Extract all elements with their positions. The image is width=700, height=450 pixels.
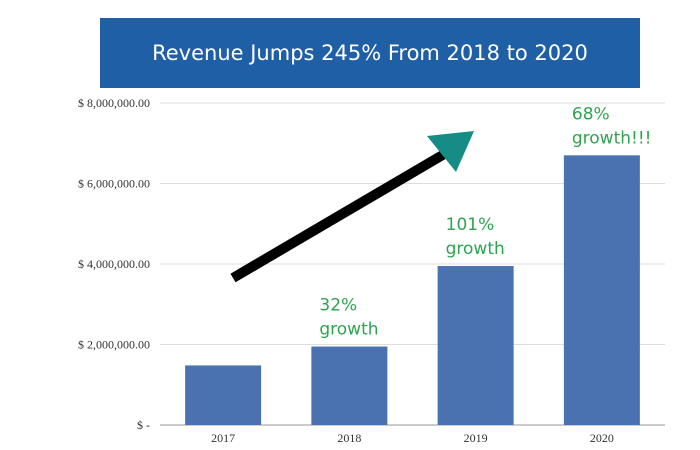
bar — [185, 365, 262, 425]
y-tick-label: $ 4,000,000.00 — [78, 257, 150, 271]
y-tick-label: $ 6,000,000.00 — [78, 177, 150, 191]
growth-annotation: 101% — [446, 215, 495, 235]
trend-arrow-head — [427, 131, 474, 172]
bar — [563, 155, 640, 425]
trend-arrow-shaft — [230, 148, 449, 283]
x-tick-label: 2018 — [337, 431, 361, 445]
chart-title: Revenue Jumps 245% From 2018 to 2020 — [100, 18, 640, 88]
growth-annotation: growth — [446, 239, 505, 259]
bar — [437, 266, 514, 425]
x-tick-label: 2019 — [464, 431, 488, 445]
x-tick-label: 2017 — [211, 431, 235, 445]
y-tick-label: $ - — [137, 418, 150, 432]
growth-annotation: 68% — [572, 104, 610, 124]
growth-annotation: 32% — [319, 296, 357, 316]
bar — [311, 346, 388, 425]
y-tick-label: $ 8,000,000.00 — [78, 96, 150, 110]
growth-annotation: growth — [319, 320, 378, 340]
x-tick-label: 2020 — [590, 431, 614, 445]
growth-annotation: growth!!! — [572, 128, 652, 148]
y-tick-label: $ 2,000,000.00 — [78, 338, 150, 352]
